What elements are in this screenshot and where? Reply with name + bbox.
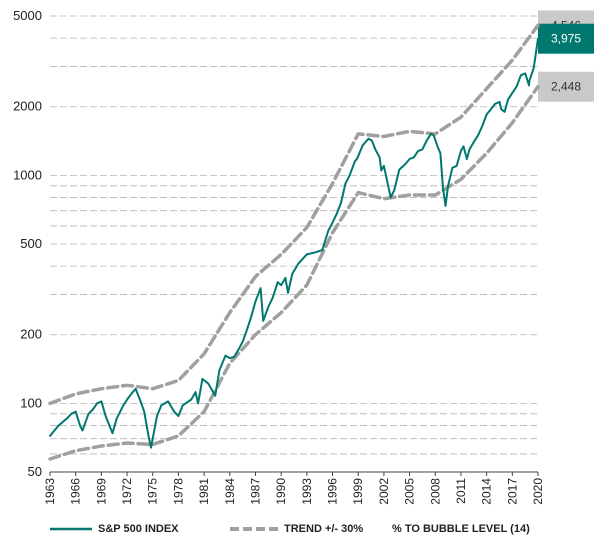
trend-upper-line — [48, 23, 540, 406]
x-tick-label: 2011 — [454, 478, 468, 504]
x-tick-label: 2020 — [531, 478, 545, 505]
y-tick-label: 500 — [20, 236, 42, 251]
x-tick-label: 1975 — [146, 478, 160, 505]
y-tick-label: 1000 — [13, 167, 42, 182]
x-tick-label: 1981 — [197, 478, 211, 505]
x-tick-label: 1987 — [248, 478, 262, 505]
y-tick-label: 50 — [28, 464, 42, 479]
legend-label-sp500: S&P 500 INDEX — [98, 523, 179, 535]
x-tick-label: 2008 — [428, 478, 442, 505]
x-tick-label: 2002 — [377, 478, 391, 505]
legend-label-bubble-level: % TO BUBBLE LEVEL (14) — [392, 523, 530, 535]
end-label-value: 2,448 — [551, 80, 581, 94]
x-tick-label: 1999 — [351, 478, 365, 505]
legend: S&P 500 INDEX TREND +/- 30% % TO BUBBLE … — [50, 520, 590, 538]
legend-item-sp500: S&P 500 INDEX — [50, 520, 179, 538]
trend-lower-line — [48, 84, 540, 461]
x-tick-label: 2017 — [505, 478, 519, 505]
end-label-box — [538, 71, 594, 102]
legend-swatch-solid — [50, 527, 92, 531]
x-tick-label: 1996 — [326, 478, 340, 505]
y-tick-label: 100 — [20, 395, 42, 410]
y-axis-ticks: 50 100 200 500 1000 2000 5000 — [13, 8, 42, 479]
x-axis: 1963 1966 1969 1972 1975 1978 1981 1984 1987 1990… — [43, 471, 545, 505]
x-tick-label: 1966 — [69, 478, 83, 505]
legend-item-bubble-level: % TO BUBBLE LEVEL (14) — [392, 520, 530, 538]
y-tick-label: 5000 — [13, 8, 42, 23]
x-tick-label: 1990 — [274, 478, 288, 505]
series-layer — [48, 23, 540, 461]
y-tick-label: 200 — [20, 327, 42, 342]
sp500-line — [49, 37, 539, 449]
x-tick-label: 1978 — [171, 478, 185, 505]
legend-item-trend: TREND +/- 30% — [230, 520, 363, 538]
legend-label-trend: TREND +/- 30% — [284, 523, 364, 535]
x-tick-label: 1972 — [120, 478, 134, 505]
x-tick-label: 1993 — [300, 478, 314, 505]
x-tick-label: 1969 — [94, 478, 108, 505]
y-tick-label: 2000 — [13, 99, 42, 114]
legend-swatch-dashed — [230, 527, 278, 531]
end-label-value: 3,975 — [551, 32, 581, 46]
x-tick-label: 1984 — [223, 478, 237, 505]
x-tick-label: 1963 — [43, 478, 57, 505]
x-tick-label: 2014 — [480, 478, 494, 505]
x-tick-label: 2005 — [403, 478, 417, 505]
grid — [50, 15, 538, 473]
end-label-box — [538, 23, 594, 54]
